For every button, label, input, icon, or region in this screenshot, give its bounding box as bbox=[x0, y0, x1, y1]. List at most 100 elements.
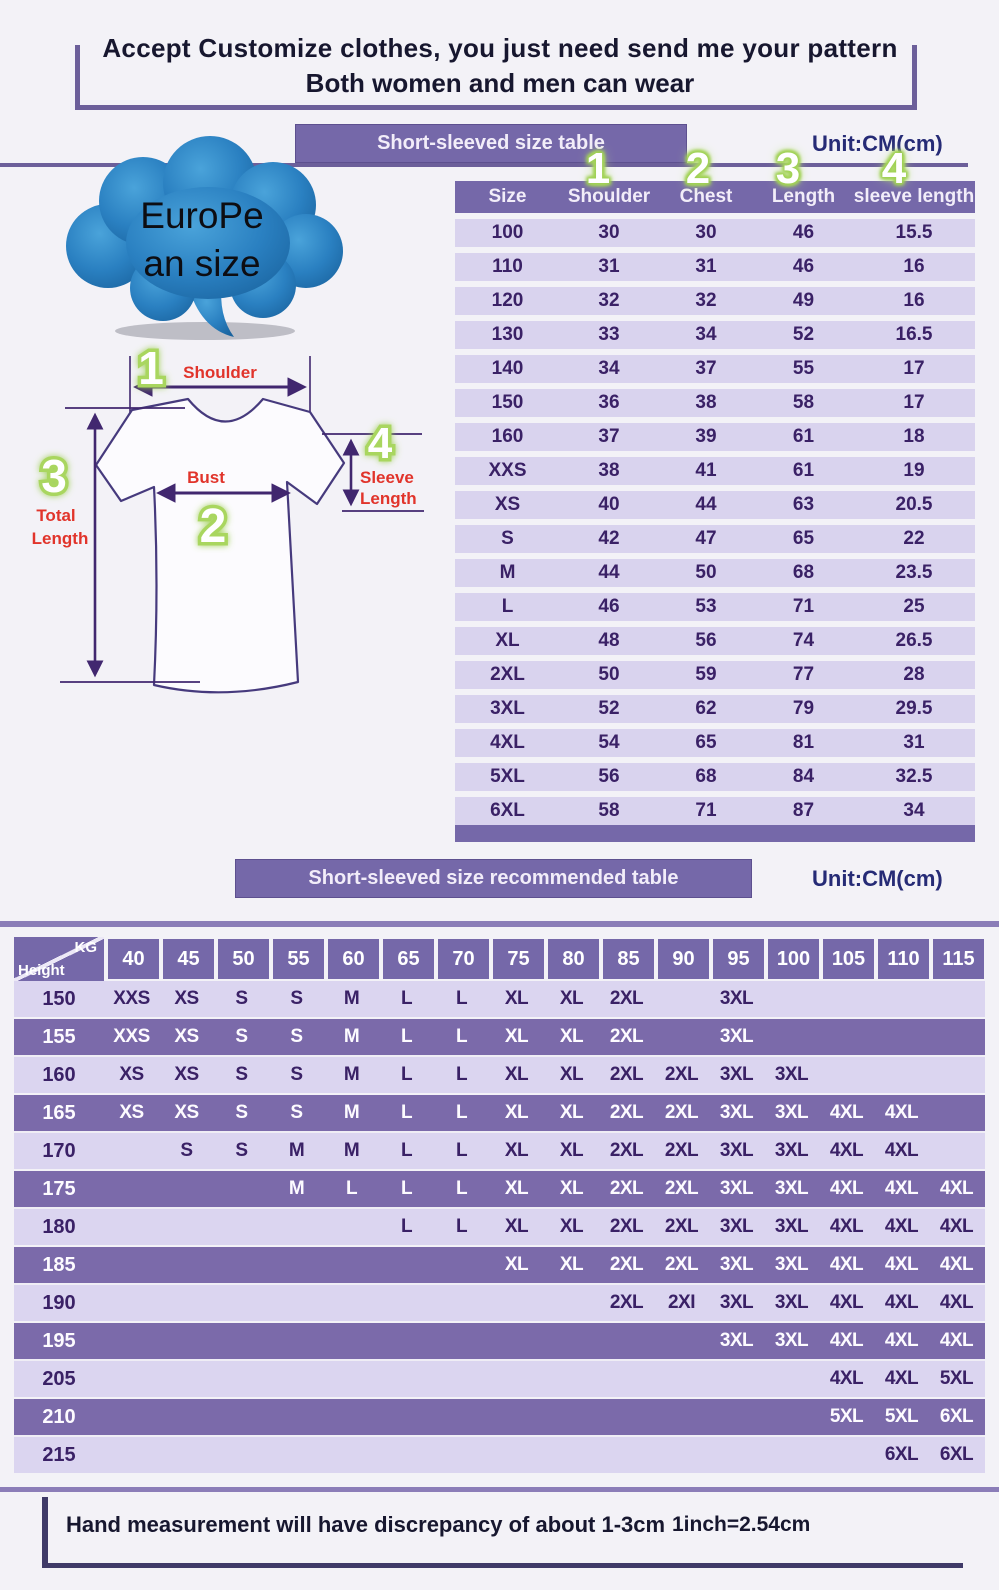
recommend-size-cell: 2XL bbox=[664, 1064, 699, 1085]
height-label: 185 bbox=[42, 1253, 76, 1276]
size-table-body: 100 30 30 46 15.5 110 31 31 46 16 120 32 32 49 16 130 33… bbox=[455, 219, 975, 825]
recommend-size-cell: M bbox=[343, 988, 360, 1009]
recommend-size-cell: XL bbox=[504, 1026, 529, 1047]
size-table-cell: 31 bbox=[695, 256, 717, 277]
size-table-cell: 46 bbox=[792, 222, 815, 243]
size-table-cell: XS bbox=[494, 494, 521, 515]
size-table-cell: 47 bbox=[695, 528, 717, 549]
recommend-size-cell: S bbox=[235, 1102, 248, 1123]
cloud-shadow bbox=[115, 322, 295, 340]
recommend-size-cell: 3XL bbox=[719, 1330, 754, 1351]
size-table-cell: 5XL bbox=[490, 766, 525, 787]
european-size-cloud: EuroPe an size bbox=[66, 136, 343, 340]
size-table-row: 100 30 30 46 15.5 bbox=[455, 219, 975, 247]
size-table-row: 150 36 38 58 17 bbox=[455, 389, 975, 417]
recommend-size-cell: 2XL bbox=[664, 1178, 699, 1199]
note-border bbox=[42, 1497, 963, 1568]
unit-label-top: Unit:CM(cm) bbox=[812, 131, 943, 156]
size-table-cell: 52 bbox=[598, 698, 620, 719]
recommend-table-row: 190 2XL 2XI 3XL 3XL 4XL 4XL 4XL bbox=[14, 1285, 985, 1323]
size-table-row: 3XL 52 62 79 29.5 bbox=[455, 695, 975, 723]
weight-header-cell: 55 bbox=[273, 939, 324, 979]
recommend-size-cell: 3XL bbox=[719, 1064, 754, 1085]
size-table-cell: 58 bbox=[598, 800, 620, 821]
sleeve-length-label-line2: Length bbox=[360, 489, 417, 508]
size-table-cell: 32 bbox=[598, 290, 620, 311]
recommend-table-row: 170 S S M M L L XL XL 2XL 2XL 3XL 3XL 4XL 4XL bbox=[14, 1133, 985, 1171]
recommend-size-cell: 3XL bbox=[774, 1216, 809, 1237]
cloud-text-line2: an size bbox=[143, 243, 260, 284]
recommend-size-cell: 2XL bbox=[609, 1102, 644, 1123]
recommend-size-cell: XL bbox=[559, 1026, 584, 1047]
size-table-cell: 38 bbox=[695, 392, 717, 413]
size-table-cell: 31 bbox=[903, 732, 925, 753]
recommend-size-cell: 4XL bbox=[829, 1254, 864, 1275]
size-table-cell: 39 bbox=[695, 426, 717, 447]
divider-line-bottom bbox=[0, 1487, 999, 1492]
recommend-size-cell: 2XL bbox=[664, 1254, 699, 1275]
recommend-size-cell: XL bbox=[559, 1140, 584, 1161]
size-table-cell: 68 bbox=[792, 562, 815, 583]
sleeve-length-measure-lines bbox=[322, 433, 424, 512]
size-table-cell: 160 bbox=[491, 426, 524, 447]
size-table-cell: S bbox=[501, 528, 514, 549]
recommend-size-cell: M bbox=[343, 1102, 360, 1123]
size-table-cell: 46 bbox=[792, 256, 815, 277]
recommend-size-cell: 2XL bbox=[609, 1216, 644, 1237]
recommend-size-cell: 2XL bbox=[609, 988, 644, 1009]
recommend-size-cell: 4XL bbox=[829, 1216, 864, 1237]
size-table-cell: 56 bbox=[598, 766, 620, 787]
size-table-cell: 100 bbox=[491, 222, 524, 243]
recommend-size-cell: XL bbox=[559, 1064, 584, 1085]
recommend-size-cell: 4XL bbox=[939, 1178, 974, 1199]
height-label: 150 bbox=[42, 987, 76, 1010]
size-table-cell: 71 bbox=[792, 596, 815, 617]
column-number-2: 2 bbox=[685, 144, 711, 193]
recommend-size-cell: XXS bbox=[113, 1026, 150, 1047]
size-table-column-header: Length bbox=[771, 186, 836, 207]
size-table-cell: 120 bbox=[491, 290, 524, 311]
recommend-size-cell: 4XL bbox=[829, 1140, 864, 1161]
height-label: 170 bbox=[42, 1139, 76, 1162]
recommend-size-cell: 3XL bbox=[719, 1254, 754, 1275]
height-label: 180 bbox=[42, 1215, 76, 1238]
recommend-size-cell: 3XL bbox=[774, 1292, 809, 1313]
height-label: 195 bbox=[42, 1329, 76, 1352]
size-table-cell: 29.5 bbox=[895, 698, 933, 719]
size-table-cell: 34 bbox=[695, 324, 717, 345]
size-table-cell: 30 bbox=[695, 222, 717, 243]
recommend-size-cell: S bbox=[235, 1026, 248, 1047]
weight-header-cell: 85 bbox=[603, 939, 654, 979]
size-table-cell: 50 bbox=[598, 664, 620, 685]
recommend-size-cell: 2XL bbox=[609, 1064, 644, 1085]
size-table-cell: 140 bbox=[491, 358, 524, 379]
recommend-table-row: 150 XXS XS S S M L L XL XL 2XL 3XL bbox=[14, 981, 985, 1019]
size-table-footer-bar bbox=[455, 824, 975, 842]
size-table-cell: 4XL bbox=[490, 732, 525, 753]
size-table-cell: 36 bbox=[598, 392, 620, 413]
recommend-size-cell: XL bbox=[559, 1254, 584, 1275]
size-table-cell: 25 bbox=[903, 596, 925, 617]
size-table-cell: 61 bbox=[792, 460, 815, 481]
recommend-size-cell: 4XL bbox=[939, 1292, 974, 1313]
size-table-cell: 54 bbox=[598, 732, 620, 753]
recommend-size-cell: XL bbox=[504, 1102, 529, 1123]
recommend-size-cell: 4XL bbox=[884, 1178, 919, 1199]
size-table-cell: 22 bbox=[903, 528, 925, 549]
recommend-table-row: 155 XXS XS S S M L L XL XL 2XL 3XL bbox=[14, 1019, 985, 1057]
recommend-size-cell: XL bbox=[504, 1216, 529, 1237]
size-table-cell: 37 bbox=[695, 358, 717, 379]
recommend-size-cell: XS bbox=[119, 1064, 144, 1085]
diagram-number-4: 4 bbox=[368, 419, 393, 468]
recommend-size-cell: L bbox=[400, 1102, 413, 1123]
recommend-size-cell: L bbox=[400, 1064, 413, 1085]
size-table-cell: 44 bbox=[598, 562, 620, 583]
weight-header-cell: 80 bbox=[548, 939, 599, 979]
page-title-line1: Accept Customize clothes, you just need … bbox=[102, 33, 898, 63]
recommend-size-cell: L bbox=[400, 1216, 413, 1237]
total-length-label-line2: Length bbox=[32, 529, 89, 548]
recommend-size-cell: 4XL bbox=[884, 1292, 919, 1313]
weight-header-cell: 115 bbox=[933, 939, 984, 979]
title-bracket-border bbox=[75, 45, 917, 110]
size-table-cell: 150 bbox=[491, 392, 524, 413]
